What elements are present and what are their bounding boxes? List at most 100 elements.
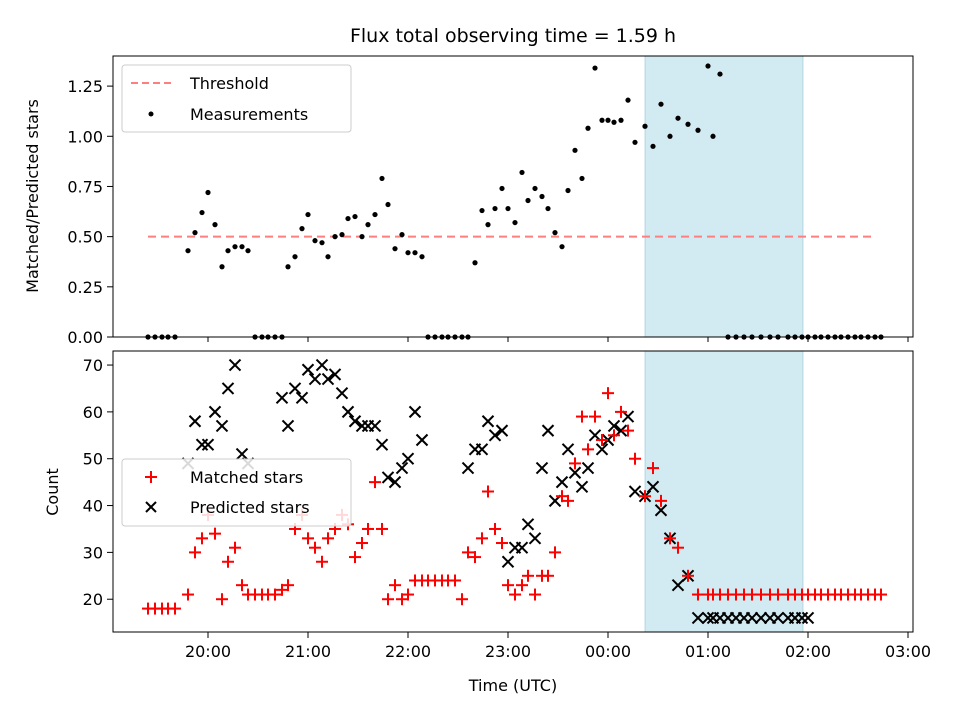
matched-legend-label: Matched stars	[190, 468, 303, 487]
predicted-stars-point	[754, 611, 768, 625]
count-y-ticks: 20 30 40 50 60 70	[83, 356, 113, 609]
count-x-tick-label: 21:00	[285, 642, 331, 661]
predicted-stars-point	[548, 494, 562, 508]
predicted-stars-point	[654, 504, 668, 517]
matched-stars-point	[647, 462, 659, 475]
measurement-point	[232, 244, 238, 250]
measurement-point	[392, 246, 398, 252]
predicted-stars-point	[595, 443, 609, 456]
ratio-x-ticks	[207, 337, 909, 342]
measurement-point	[312, 238, 318, 244]
measurement-point	[385, 201, 391, 208]
predicted-stars-point	[745, 611, 759, 625]
measurement-point	[325, 254, 331, 260]
matched-stars-point	[549, 546, 561, 559]
measurement-point	[332, 234, 338, 240]
matched-legend-swatch	[145, 471, 157, 483]
measurement-point	[219, 264, 225, 270]
measurement-point	[339, 232, 345, 238]
count-x-tick-label: 03:00	[885, 642, 931, 661]
measurement-point	[572, 147, 578, 153]
predicted-stars-point	[671, 578, 685, 592]
ratio-y-tick-label: 1.25	[67, 77, 103, 96]
measurement-point	[605, 117, 611, 123]
matched-stars-point	[569, 457, 581, 470]
predicted-stars-point	[475, 443, 489, 456]
predicted-stars-point	[228, 358, 242, 372]
matched-stars-point	[542, 569, 554, 582]
matched-stars-point	[608, 429, 620, 442]
predicted-stars-point	[541, 424, 555, 437]
predicted-stars-point	[481, 415, 495, 428]
measurement-point	[192, 230, 198, 236]
count-x-tick-label: 23:00	[485, 642, 531, 661]
matched-stars-point	[589, 410, 601, 423]
matched-stars-point	[639, 490, 651, 503]
count-x-tick-label: 01:00	[685, 642, 731, 661]
ratio-y-tick-label: 0.00	[67, 328, 103, 347]
predicted-stars-point	[381, 471, 395, 484]
measurement-point	[205, 189, 211, 196]
count-legend-box	[121, 458, 352, 527]
x-axis-label: Time (UTC)	[468, 676, 557, 695]
matched-stars-point	[282, 579, 294, 592]
measurement-point	[717, 71, 723, 77]
matched-stars-point	[596, 433, 608, 446]
predicted-stars-point	[521, 518, 535, 531]
measurement-point	[579, 175, 585, 182]
measurement-point	[319, 240, 325, 246]
matched-stars-point	[615, 405, 627, 418]
count-y-axis-label: Count	[43, 468, 62, 516]
measurement-point	[632, 139, 638, 145]
measurement-point	[642, 123, 648, 129]
matched-stars-point	[482, 485, 494, 498]
matched-stars-point	[402, 588, 414, 601]
measurement-point	[345, 215, 351, 222]
matched-stars-point	[489, 522, 501, 535]
matched-stars-point	[682, 569, 694, 582]
measurement-point	[685, 121, 691, 127]
predicted-stars-point	[588, 429, 602, 442]
count-y-tick-label: 40	[83, 497, 103, 516]
ratio-y-axis-label: Matched/Predicted stars	[23, 99, 42, 293]
observing-window-span	[644, 55, 804, 338]
measurement-point	[285, 264, 291, 270]
measurement-point	[365, 222, 371, 228]
matched-stars-point	[389, 579, 401, 592]
matched-stars-point	[622, 424, 634, 437]
predicted-stars-point	[701, 611, 715, 625]
matched-stars-point	[576, 410, 588, 423]
matched-stars-point	[229, 541, 241, 554]
matched-stars-point	[664, 532, 676, 545]
matched-stars-point	[602, 387, 614, 400]
measurement-point	[485, 222, 491, 228]
matched-stars-point	[196, 532, 208, 545]
threshold-legend-label: Threshold	[189, 74, 269, 93]
matched-stars-point	[209, 527, 221, 540]
measurement-point	[559, 244, 565, 250]
matched-stars-point	[362, 522, 374, 535]
matched-stars-point	[169, 602, 181, 615]
predicted-stars-point	[568, 466, 582, 479]
measurement-point	[675, 115, 681, 121]
matched-stars-point	[469, 551, 481, 564]
predicted-stars-point	[535, 461, 549, 475]
matched-stars-point	[562, 494, 574, 507]
measurements-legend-label: Measurements	[190, 105, 308, 124]
matched-stars-point	[269, 588, 281, 601]
measurement-point	[419, 254, 425, 260]
measurement-point	[525, 197, 531, 204]
measurement-point	[695, 127, 701, 133]
predicted-stars-point	[621, 410, 635, 423]
measurement-point	[292, 254, 298, 260]
predicted-stars-point	[495, 424, 509, 437]
matched-stars-point	[376, 522, 388, 535]
matched-stars-point	[356, 537, 368, 550]
measurement-point	[305, 211, 311, 218]
observing-window-span-lower	[644, 350, 804, 633]
matched-stars-point	[672, 541, 684, 554]
matched-stars-point	[189, 546, 201, 559]
count-panel: 20 30 40 50 60 70 20:00 21:00 22:00 23:00 00:00 01…	[43, 350, 931, 695]
measurement-point	[492, 205, 498, 212]
predicted-stars-point	[188, 415, 202, 428]
